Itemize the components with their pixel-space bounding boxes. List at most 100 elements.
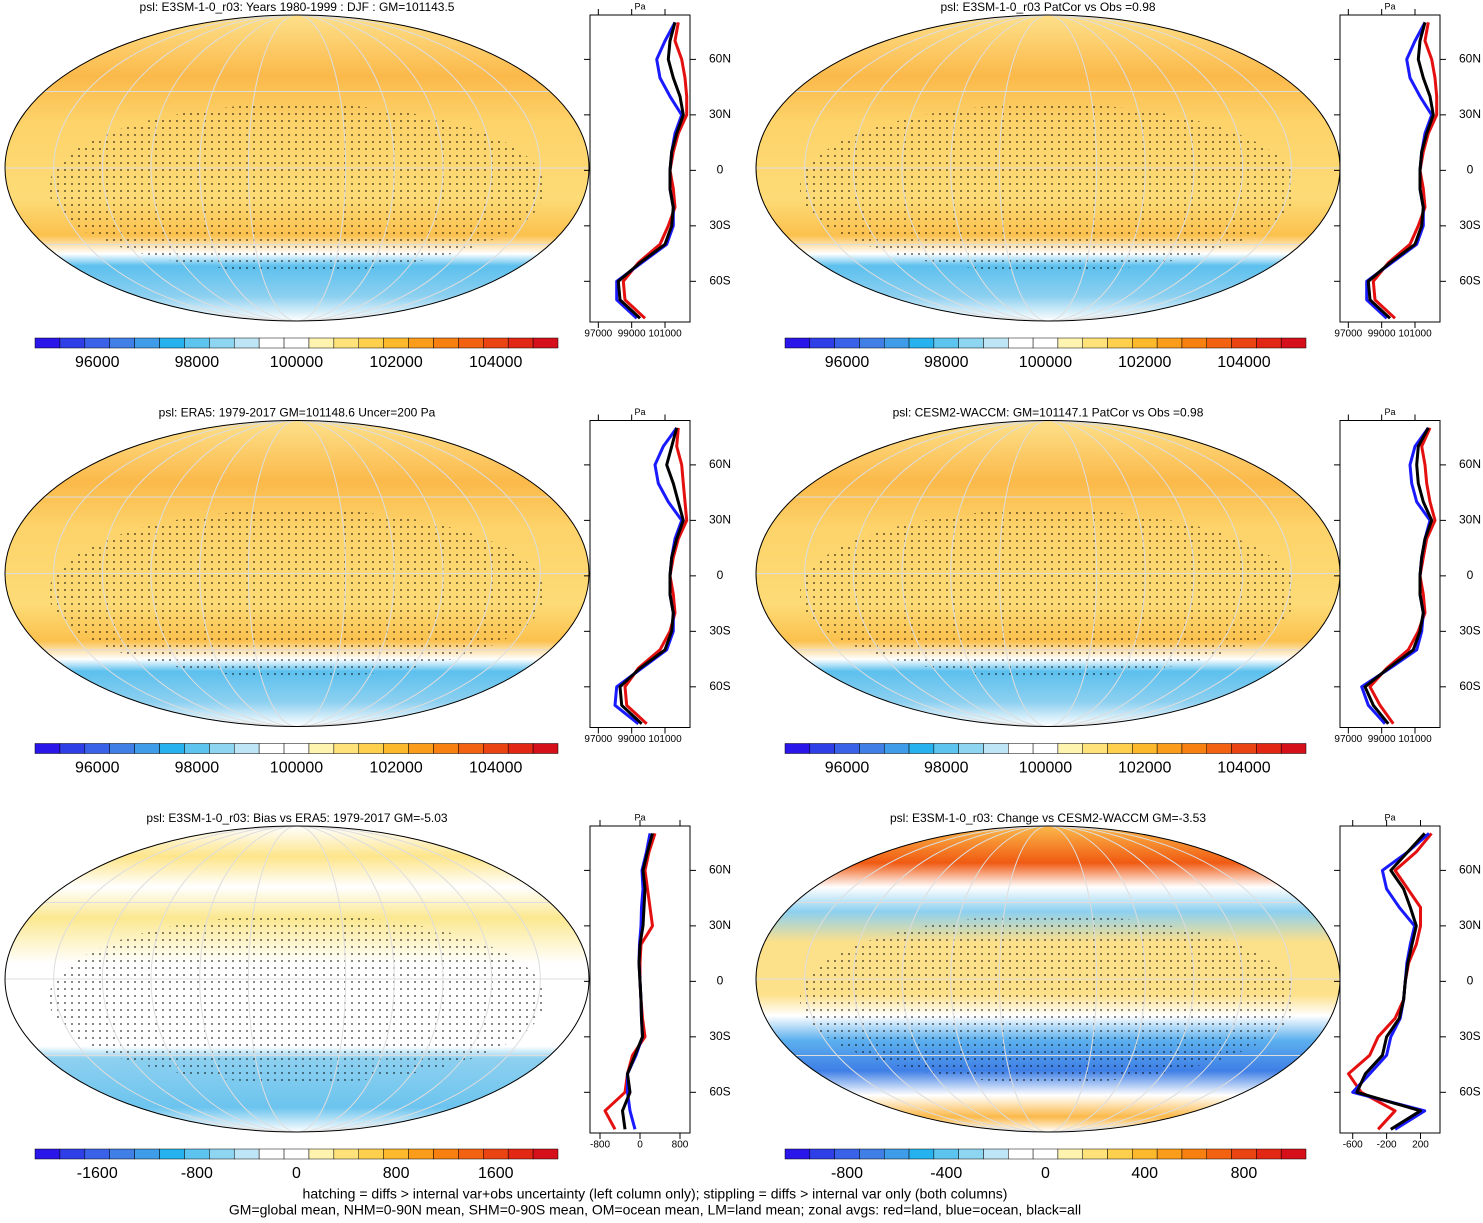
colorbar-box xyxy=(84,1148,110,1160)
colorbar-box xyxy=(908,337,935,349)
colorbar-box xyxy=(983,743,1009,754)
zonal-line xyxy=(618,427,685,725)
colorbar-tick-label: 102000 xyxy=(369,354,422,371)
colorbar-box xyxy=(809,1148,835,1160)
x-tick-label: 99000 xyxy=(618,734,646,745)
y-tick-label: 30N xyxy=(1459,918,1481,932)
colorbar-tick-label: 100000 xyxy=(1019,760,1072,777)
y-tick-label: 30S xyxy=(709,218,730,232)
colorbar-box xyxy=(258,337,285,349)
colorbar-box xyxy=(458,337,484,349)
colorbar-box xyxy=(859,337,885,349)
colorbar-box xyxy=(408,337,434,349)
map-border xyxy=(4,14,590,322)
colorbar-box xyxy=(1082,743,1108,754)
map-title: psl: E3SM-1-0_r03 PatCor vs Obs =0.98 xyxy=(940,0,1155,14)
x-tick-label: -800 xyxy=(590,1140,610,1151)
x-tick-label: 101000 xyxy=(1398,329,1432,340)
colorbar-box xyxy=(358,1148,384,1160)
colorbar-tick-label: 800 xyxy=(383,1165,410,1182)
y-tick-label: 60S xyxy=(709,679,730,693)
colorbar-box xyxy=(408,743,434,754)
colorbar-tick-label: 98000 xyxy=(175,760,220,777)
y-tick-label: 60N xyxy=(709,457,731,471)
colorbar-box xyxy=(834,337,860,349)
colorbar-tick-label: 96000 xyxy=(825,760,870,777)
colorbar-tick-label: -1600 xyxy=(77,1165,118,1182)
colorbar-box xyxy=(433,743,459,754)
map-stipple xyxy=(48,914,546,1084)
y-tick-label: 60S xyxy=(709,1084,730,1098)
colorbar-box xyxy=(1057,743,1083,754)
colorbar-tick-label: 104000 xyxy=(1217,354,1270,371)
y-tick-label: 30S xyxy=(1459,624,1480,638)
colorbar-box xyxy=(159,1148,185,1160)
colorbar-box xyxy=(1280,743,1307,754)
colorbar-box xyxy=(358,337,384,349)
zonal-frame xyxy=(589,14,691,323)
y-tick-label: 0 xyxy=(1467,568,1474,582)
colorbar-box xyxy=(532,1148,559,1160)
colorbar-box xyxy=(1032,1148,1059,1160)
colorbar-box xyxy=(983,1148,1009,1160)
y-tick-label: 60N xyxy=(1459,863,1481,877)
colorbar-box xyxy=(483,1148,509,1160)
map-title: psl: E3SM-1-0_r03: Years 1980-1999 : DJF… xyxy=(140,0,455,14)
colorbar-box xyxy=(333,1148,360,1160)
y-tick-label: 30N xyxy=(709,107,731,121)
map-title: psl: E3SM-1-0_r03: Bias vs ERA5: 1979-20… xyxy=(146,811,447,825)
map-border xyxy=(4,825,590,1133)
colorbar-box xyxy=(308,743,335,754)
colorbar-box xyxy=(233,1148,260,1160)
y-tick-label: 0 xyxy=(717,568,724,582)
y-tick-label: 30N xyxy=(709,918,731,932)
colorbar-box xyxy=(1082,337,1108,349)
colorbar-tick-label: -800 xyxy=(831,1165,863,1182)
zonal-line xyxy=(1368,427,1437,725)
y-tick-label: 60N xyxy=(709,52,731,66)
colorbar-box xyxy=(1008,1148,1034,1160)
colorbar-box xyxy=(258,743,285,754)
zonal-frame xyxy=(1339,825,1441,1134)
colorbar-box xyxy=(1206,743,1232,754)
colorbar-box xyxy=(958,743,984,754)
x-tick-label: 101000 xyxy=(1398,734,1432,745)
colorbar-box xyxy=(1057,337,1083,349)
colorbar-box xyxy=(283,337,310,349)
x-tick-label: 101000 xyxy=(648,329,682,340)
x-tick-label: 99000 xyxy=(618,329,646,340)
colorbar-box xyxy=(958,337,984,349)
colorbar-box xyxy=(859,743,885,754)
colorbar-box xyxy=(883,743,910,754)
colorbar-box xyxy=(908,1148,935,1160)
colorbar-tick-label: 400 xyxy=(1131,1165,1158,1182)
y-tick-label: 60S xyxy=(1459,679,1480,693)
colorbar-box xyxy=(1256,743,1282,754)
y-tick-label: 0 xyxy=(717,163,724,177)
footnote: GM=global mean, NHM=0-90N mean, SHM=0-90… xyxy=(229,1202,1081,1218)
colorbar-box xyxy=(34,337,61,349)
colorbar-tick-label: 102000 xyxy=(1118,354,1171,371)
y-tick-label: 30S xyxy=(709,1029,730,1043)
colorbar-tick-label: -400 xyxy=(930,1165,962,1182)
colorbar-box xyxy=(1132,743,1158,754)
colorbar-box xyxy=(59,337,86,349)
colorbar-tick-label: 102000 xyxy=(1118,760,1171,777)
colorbar-box xyxy=(134,743,160,754)
colorbar-box xyxy=(59,1148,86,1160)
y-tick-label: 0 xyxy=(717,974,724,988)
colorbar-box xyxy=(507,743,534,754)
x-tick-label: 99000 xyxy=(1368,734,1396,745)
colorbar-tick-label: 100000 xyxy=(1019,354,1072,371)
colorbar-box xyxy=(859,1148,885,1160)
colorbar-box xyxy=(333,743,360,754)
colorbar-box xyxy=(1107,743,1133,754)
colorbar-box xyxy=(109,743,135,754)
colorbar-box xyxy=(483,743,509,754)
colorbar-box xyxy=(383,743,409,754)
colorbar-box xyxy=(1256,1148,1282,1160)
colorbar-box xyxy=(233,743,260,754)
colorbar-box xyxy=(933,1148,959,1160)
zonal-frame xyxy=(589,420,691,728)
